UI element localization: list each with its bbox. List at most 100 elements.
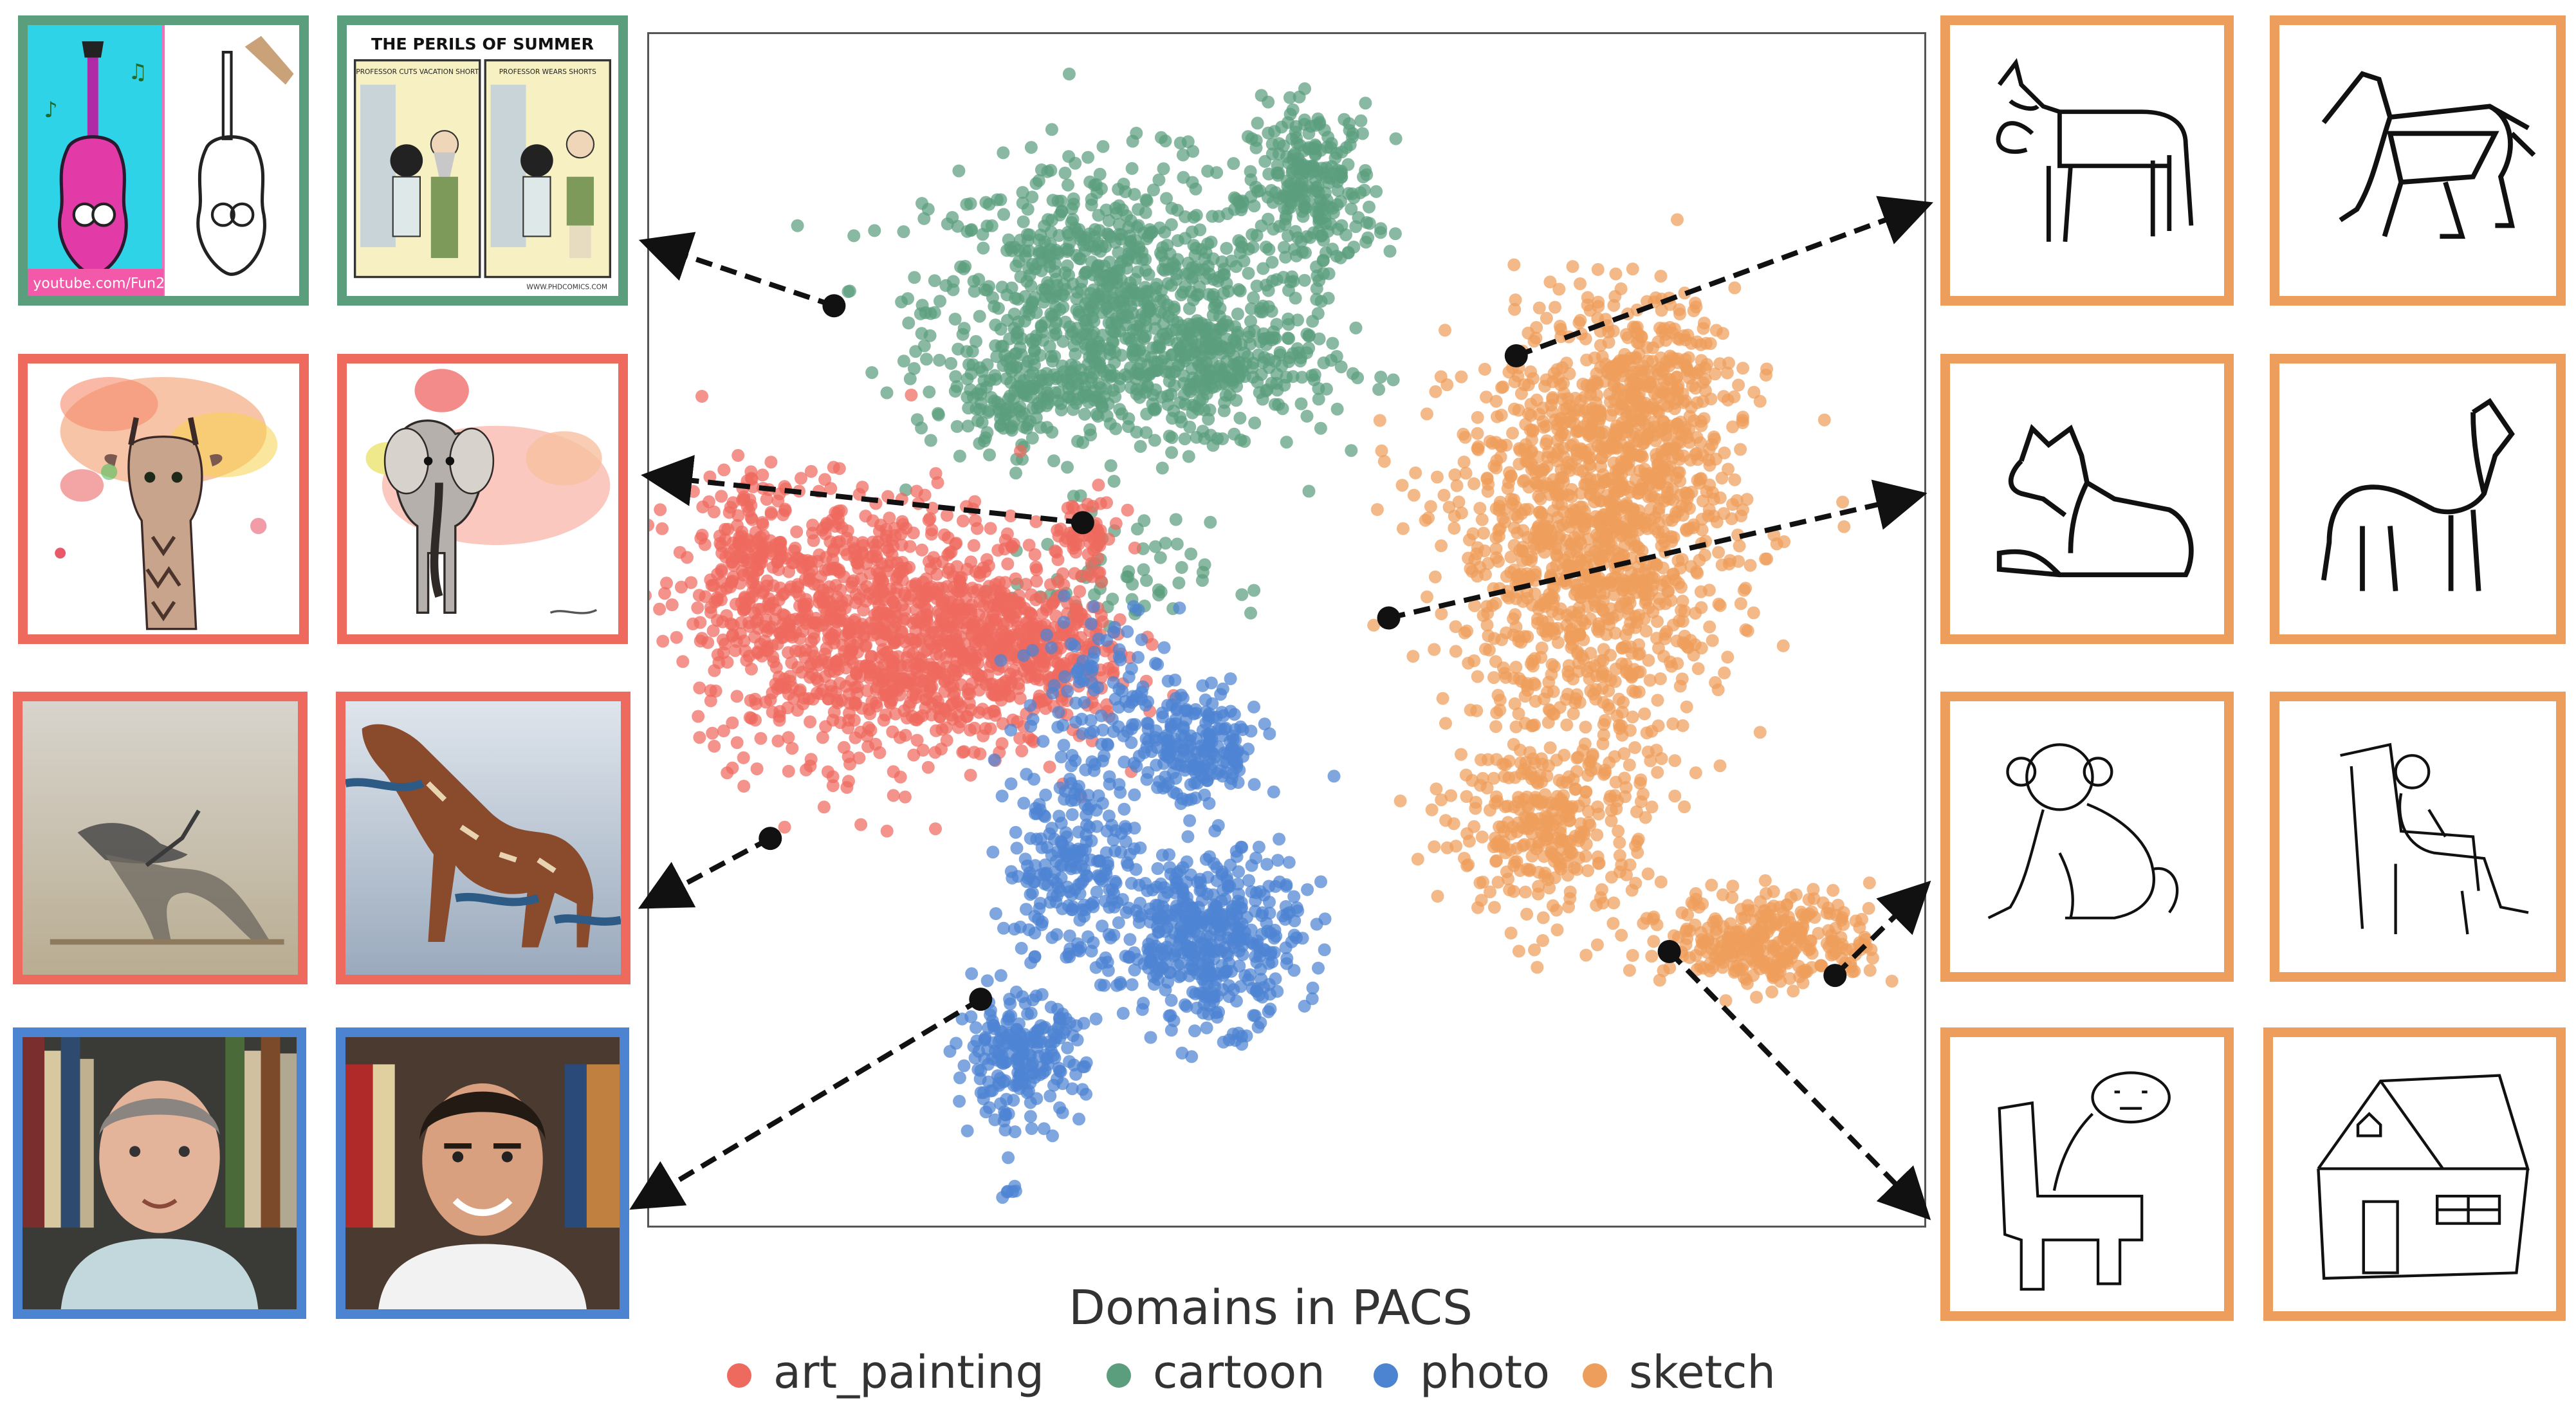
point-cartoon	[1343, 117, 1356, 131]
point-cartoon	[1009, 466, 1022, 480]
point-art-painting	[833, 462, 846, 475]
point-photo	[1183, 962, 1197, 975]
point-photo	[1234, 720, 1247, 733]
point-photo	[1099, 867, 1113, 881]
point-cartoon	[1172, 359, 1185, 373]
point-photo	[1099, 894, 1112, 908]
point-art-painting	[807, 534, 820, 548]
point-cartoon	[902, 317, 915, 329]
point-photo	[1036, 1066, 1050, 1080]
point-cartoon	[915, 299, 929, 312]
point-photo	[1140, 741, 1154, 754]
point-sketch	[1434, 370, 1448, 383]
point-photo	[1008, 1125, 1022, 1139]
point-photo	[1058, 589, 1071, 603]
point-cartoon	[986, 291, 999, 304]
point-art-painting	[969, 514, 982, 528]
point-cartoon	[1220, 242, 1233, 255]
point-cartoon	[1300, 346, 1314, 360]
point-cartoon	[1184, 548, 1198, 560]
point-art-painting	[854, 818, 868, 831]
point-photo	[971, 1063, 985, 1076]
point-photo	[1273, 833, 1286, 846]
point-art-painting	[1054, 641, 1067, 655]
point-cartoon	[1124, 300, 1137, 313]
point-art-painting	[871, 605, 885, 619]
point-photo	[1247, 1009, 1260, 1022]
point-art-painting	[961, 562, 974, 576]
point-art-painting	[937, 593, 950, 607]
point-cartoon	[1189, 241, 1202, 255]
point-sketch	[1837, 520, 1851, 533]
point-art-painting	[1109, 517, 1123, 530]
point-photo	[1170, 740, 1184, 753]
point-cartoon	[1130, 127, 1143, 140]
point-art-painting	[826, 561, 840, 575]
point-art-painting	[909, 691, 923, 704]
point-photo	[1176, 861, 1190, 874]
point-art-painting	[935, 612, 948, 625]
point-cartoon	[1262, 212, 1274, 226]
point-cartoon	[1343, 138, 1357, 151]
point-art-painting	[769, 612, 782, 626]
point-photo	[1196, 679, 1210, 692]
point-art-painting	[905, 579, 919, 593]
point-cartoon	[1103, 417, 1117, 430]
point-art-painting	[923, 634, 936, 648]
point-art-painting	[917, 593, 931, 606]
point-photo	[1062, 842, 1076, 855]
point-art-painting	[754, 732, 768, 745]
point-photo	[1009, 825, 1022, 839]
point-cartoon	[1283, 91, 1296, 104]
point-photo	[1214, 688, 1228, 701]
point-cartoon	[1154, 551, 1167, 564]
point-art-painting	[1000, 635, 1013, 649]
point-cartoon	[1130, 522, 1144, 536]
point-photo	[1170, 787, 1183, 800]
point-photo	[1182, 948, 1195, 962]
point-art-painting	[766, 705, 779, 719]
point-cartoon	[1317, 356, 1330, 369]
point-photo	[1224, 704, 1237, 718]
point-photo	[1245, 885, 1258, 898]
point-photo	[1318, 943, 1331, 957]
point-cartoon	[1309, 147, 1322, 160]
point-art-painting	[866, 535, 879, 549]
point-sketch	[1439, 324, 1451, 337]
point-photo	[1052, 706, 1065, 719]
point-photo	[1123, 933, 1137, 946]
point-photo	[1025, 1122, 1038, 1136]
point-cartoon	[1326, 243, 1339, 256]
point-art-painting	[935, 742, 948, 756]
point-art-painting	[799, 613, 813, 627]
point-sketch	[1718, 666, 1731, 679]
point-sketch	[1459, 466, 1473, 480]
point-cartoon	[907, 362, 921, 375]
point-art-painting	[760, 579, 773, 593]
point-art-painting	[743, 711, 757, 724]
point-cartoon	[1388, 227, 1402, 241]
point-art-painting	[883, 591, 896, 604]
point-cartoon	[1249, 134, 1263, 147]
point-sketch	[1753, 726, 1767, 739]
point-cartoon	[1359, 164, 1372, 177]
point-cartoon	[1067, 192, 1080, 205]
point-cartoon	[1193, 223, 1207, 237]
point-cartoon	[1110, 207, 1123, 220]
point-cartoon	[1056, 300, 1070, 314]
point-cartoon	[1026, 366, 1040, 380]
point-photo	[1150, 759, 1163, 772]
point-cartoon	[1123, 229, 1136, 243]
point-art-painting	[692, 710, 705, 723]
thumbnail-sketch-chair-face	[1940, 1027, 2234, 1321]
point-cartoon	[1295, 371, 1309, 384]
point-cartoon	[1003, 362, 1017, 375]
point-photo	[1125, 978, 1139, 991]
point-cartoon	[1010, 331, 1024, 345]
point-photo	[1132, 603, 1145, 617]
point-photo	[1211, 990, 1224, 1003]
point-cartoon	[1357, 183, 1371, 197]
point-art-painting	[870, 550, 883, 564]
point-art-painting	[872, 661, 885, 675]
point-sketch	[1468, 553, 1482, 566]
